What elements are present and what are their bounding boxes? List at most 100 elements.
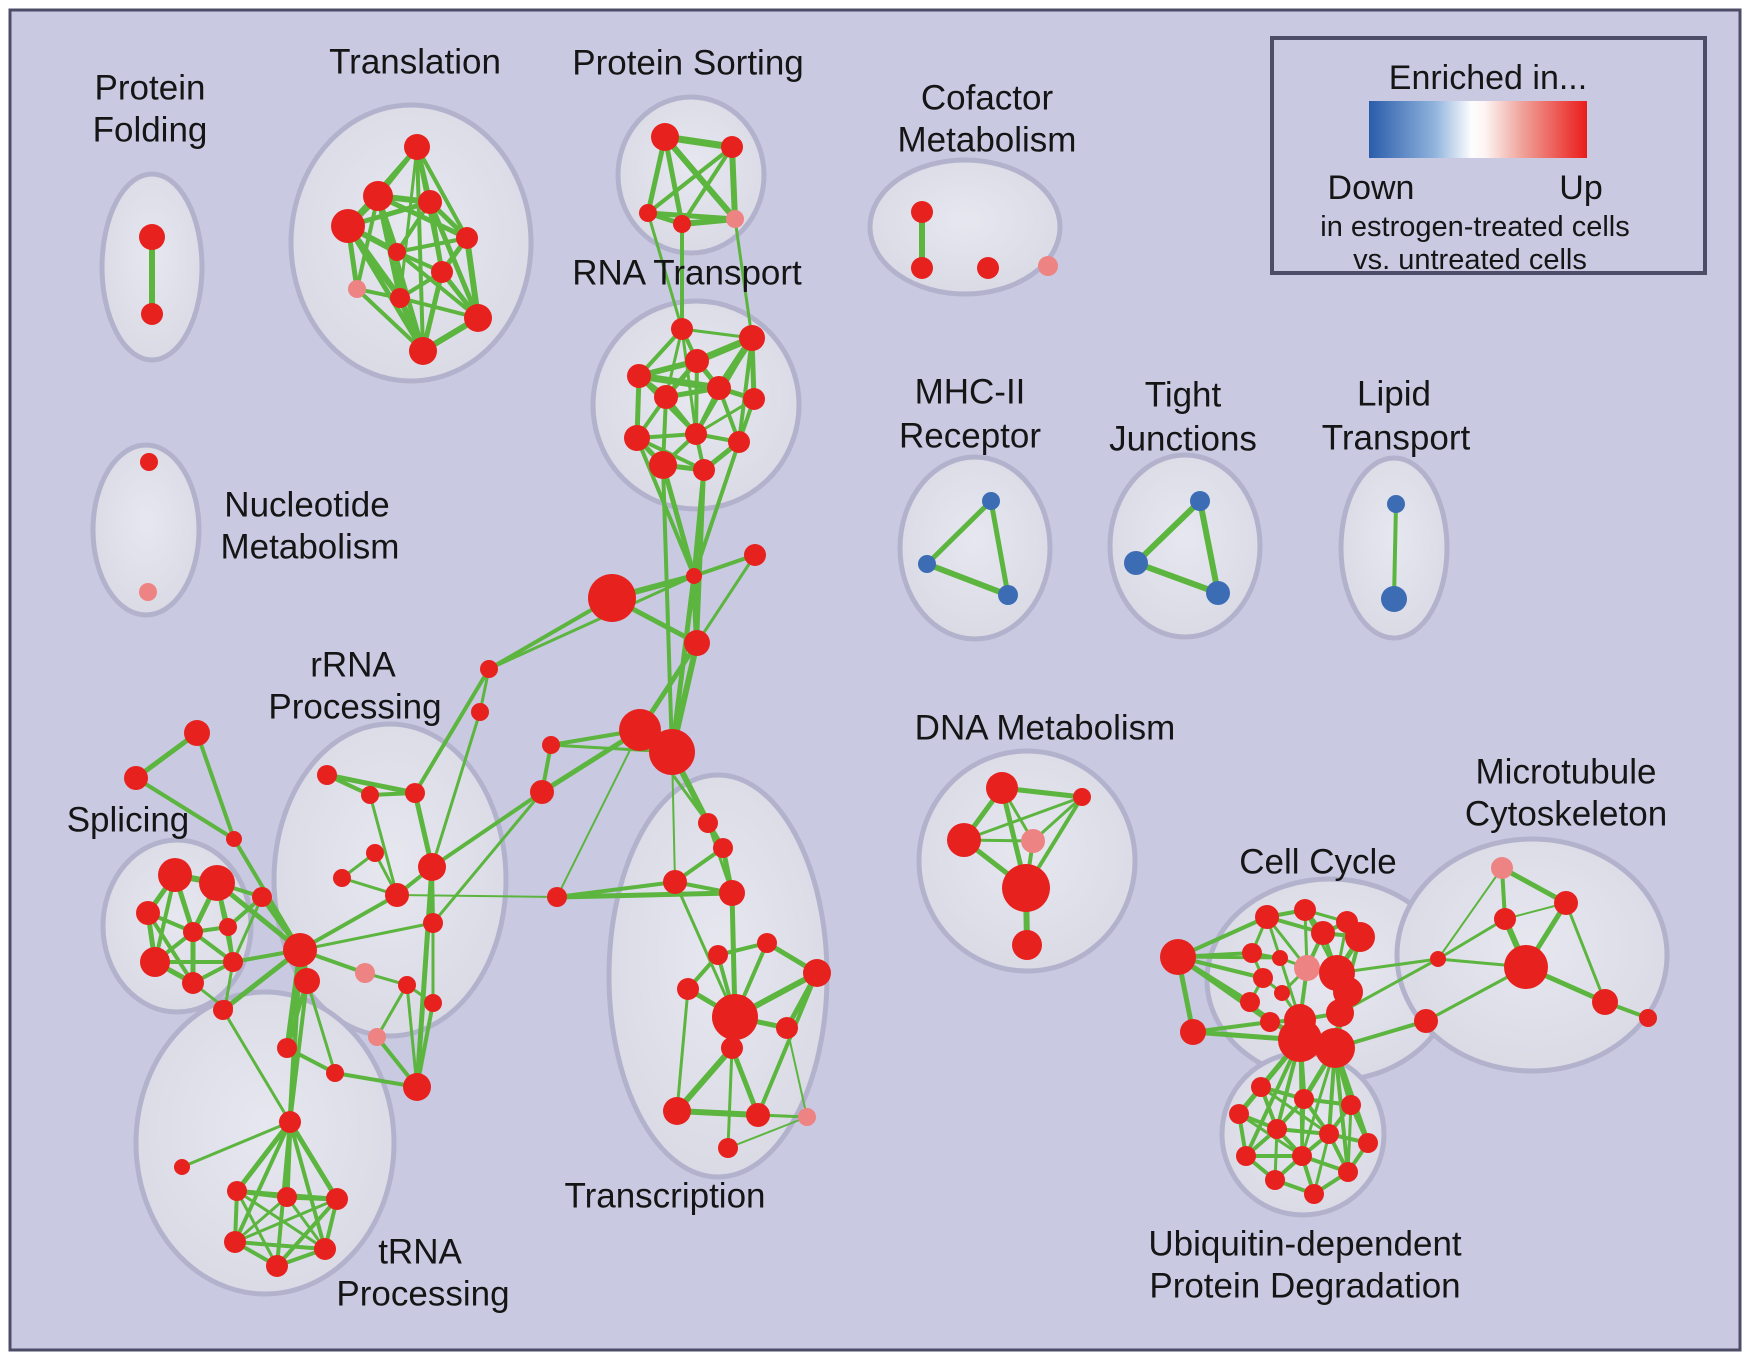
- node-rrp: [355, 963, 375, 983]
- edge-tn3-tn5: [233, 1195, 289, 1244]
- edge-mt5-mt3: [1436, 917, 1507, 961]
- node-rt3: [685, 349, 709, 373]
- node-cc13: [1240, 992, 1260, 1012]
- cluster-ellipse-nucleotide-metabolism: [90, 442, 202, 618]
- node-t11: [409, 337, 437, 365]
- node-rt2: [739, 325, 765, 351]
- node-t4: [331, 209, 365, 243]
- node-cf4: [1038, 256, 1058, 276]
- edge-tj1-tj3: [1197, 498, 1221, 596]
- edge-sn2-rr8: [431, 790, 544, 925]
- node-nm2: [139, 583, 157, 601]
- node-rr8: [423, 913, 443, 933]
- node-ta1: [184, 720, 210, 746]
- edge-rr7-rrd: [414, 864, 435, 1090]
- cluster-ellipses-layer: [90, 94, 1670, 1297]
- cluster-ellipse-protein-sorting: [615, 94, 767, 256]
- legend-note-line2: vs. untreated cells: [1353, 244, 1587, 276]
- node-d4: [1021, 829, 1045, 853]
- edge-rt11-hub2: [661, 463, 674, 754]
- edge-tj1-tj2: [1133, 498, 1203, 566]
- node-r1: [744, 544, 766, 566]
- node-mh1: [982, 492, 1000, 510]
- node-x8: [803, 959, 831, 987]
- node-rt8: [624, 425, 650, 451]
- edge-tn5-tn6: [233, 1240, 327, 1251]
- cluster-label-cell-cycle-line0: Cell Cycle: [1239, 843, 1397, 882]
- cluster-ellipse-cofactor-metabolism: [867, 157, 1063, 297]
- node-rt1: [671, 318, 693, 340]
- node-g1: [252, 887, 272, 907]
- cluster-label-splicing-line0: Splicing: [67, 801, 190, 840]
- cluster-label-rna-transport-line0: RNA Transport: [572, 254, 802, 293]
- edge-t3-t10: [427, 199, 481, 321]
- node-n1: [480, 660, 498, 678]
- edge-trx-tn6: [288, 1120, 327, 1251]
- edge-tn4-tn7: [275, 1197, 339, 1268]
- node-mt5: [1430, 951, 1446, 967]
- edge-tn4-tn5: [233, 1197, 339, 1244]
- node-ta3: [226, 831, 242, 847]
- node-tn1: [174, 1159, 190, 1175]
- node-rr4: [366, 844, 384, 862]
- node-tj2: [1124, 551, 1148, 575]
- node-cc17: [1326, 999, 1354, 1027]
- node-x1: [698, 813, 718, 833]
- cluster-label-trna-processing-line0: tRNA: [378, 1233, 462, 1272]
- node-mh2: [918, 555, 936, 573]
- node-x7: [677, 978, 699, 1000]
- cluster-ellipse-dna-metabolism: [916, 748, 1138, 974]
- node-rrb: [277, 1038, 297, 1058]
- node-rr10: [424, 994, 442, 1012]
- node-s8: [182, 972, 204, 994]
- node-d3: [947, 823, 981, 857]
- node-d1: [986, 772, 1018, 804]
- node-tj1: [1190, 491, 1210, 511]
- edge-s7-g1: [231, 895, 264, 964]
- node-t10: [464, 304, 492, 332]
- node-cc14: [1260, 1012, 1280, 1032]
- node-ub3: [1341, 1095, 1361, 1115]
- edge-mh2-mh3: [924, 561, 1011, 598]
- edge-ps2-ps3: [646, 145, 734, 215]
- edge-rra-trx: [221, 1008, 292, 1124]
- node-cc15: [1180, 1019, 1206, 1045]
- node-tn7: [266, 1255, 288, 1277]
- node-tn5: [224, 1231, 246, 1253]
- edge-tn2-tn6: [235, 1189, 327, 1251]
- cluster-label-tight-junctions-line1: Junctions: [1109, 420, 1257, 459]
- node-pf2: [141, 303, 163, 325]
- cluster-label-mhc-ii-receptor-line0: MHC-II: [915, 373, 1026, 412]
- node-tn6: [314, 1238, 336, 1260]
- node-rr6: [385, 883, 409, 907]
- node-ch1: [283, 933, 317, 967]
- edge-mt1-mt2: [1499, 865, 1569, 906]
- node-cf3: [977, 257, 999, 279]
- node-mt6: [1592, 989, 1618, 1015]
- node-ps4: [673, 215, 691, 233]
- edge-trx-tn2: [234, 1119, 293, 1194]
- edge-ub1-ub6: [1259, 1085, 1331, 1136]
- cluster-label-cofactor-metabolism-line1: Metabolism: [898, 121, 1077, 160]
- edge-hub1-tl: [556, 729, 641, 898]
- node-rr2: [361, 786, 379, 804]
- cluster-label-microtubule-cytoskeleton-line1: Cytoskeleton: [1465, 795, 1667, 834]
- edge-ps2-ps4: [680, 145, 734, 226]
- node-tl: [547, 887, 567, 907]
- edge-x8-x12: [756, 971, 819, 1117]
- node-ta2: [124, 766, 148, 790]
- node-cc6: [1242, 943, 1262, 963]
- node-mt4: [1504, 945, 1548, 989]
- node-tj3: [1206, 581, 1230, 605]
- edge-n2-rr7: [430, 710, 482, 869]
- node-ub4: [1229, 1104, 1249, 1124]
- node-cc3: [1311, 921, 1335, 945]
- cluster-ellipse-mhc-ii-receptor: [897, 454, 1053, 642]
- edge-rt4-rt5: [635, 372, 723, 392]
- node-ub10: [1338, 1162, 1358, 1182]
- node-rt6: [654, 385, 678, 409]
- cluster-label-trna-processing-line1: Processing: [336, 1275, 509, 1314]
- legend-note-line1: in estrogen-treated cells: [1320, 211, 1630, 243]
- node-x4: [719, 880, 745, 906]
